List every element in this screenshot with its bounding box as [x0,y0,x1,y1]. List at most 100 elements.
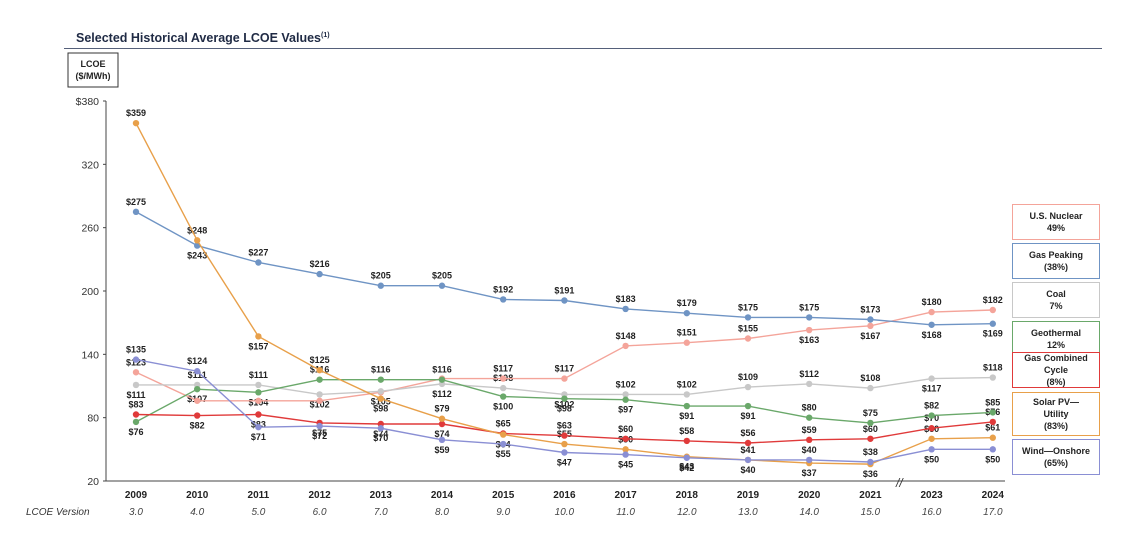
x-tick-label: 2014 [431,490,454,501]
data-point-solar-pv-utility [377,395,384,402]
data-label-coal: $102 [677,379,697,389]
data-point-coal [500,384,507,392]
data-label-wind-onshore: $42 [679,463,694,473]
data-label-u-s-nuclear: $167 [860,331,880,341]
data-point-solar-pv-utility [132,119,140,127]
data-label-wind-onshore: $72 [312,431,327,441]
legend-item-text: 12% [1046,340,1065,350]
data-point-gas-combined-cycle [744,439,752,447]
data-point-gas-peaking [316,270,323,278]
x-tick-label: 2015 [492,490,515,501]
data-label-solar-pv-utility: $37 [802,468,817,478]
legend-item: Coal 7% [1012,282,1100,318]
data-label-gas-peaking: $243 [187,251,207,261]
data-point-solar-pv-utility [255,333,262,340]
data-label-gas-peaking: $175 [799,302,819,312]
data-point-gas-peaking [622,305,629,313]
data-label-gas-combined-cycle: $75 [312,428,327,438]
y-tick-label: 260 [81,223,99,235]
data-label-solar-pv-utility: $43 [679,462,694,472]
data-label-u-s-nuclear: $180 [922,297,942,307]
data-point-u-s-nuclear [316,397,323,404]
y-axis-label-line2: ($/MWh) [76,71,111,81]
legend-item-text: Solar PV— [1032,397,1079,407]
data-point-u-s-nuclear [255,397,262,404]
lcoe-version-label: LCOE Version [26,507,90,518]
data-point-gas-peaking [132,208,140,216]
data-label-gas-combined-cycle: $60 [618,424,633,434]
data-label-coal: $111 [188,370,207,380]
data-point-coal [867,384,874,392]
data-label-wind-onshore: $45 [618,460,633,470]
data-label-solar-pv-utility: $36 [863,469,878,479]
x-tick-label: 2012 [308,490,331,501]
data-point-coal [255,381,262,389]
data-label-gas-peaking: $275 [126,197,146,207]
data-label-wind-onshore: $40 [802,445,817,455]
data-label-gas-peaking: $192 [493,284,513,294]
x-tick-label: 2011 [248,490,270,501]
x-tick-label: 2024 [982,490,1005,501]
data-label-geothermal: $82 [924,401,939,411]
data-point-wind-onshore [622,451,629,458]
version-label: 4.0 [190,507,204,518]
data-label-u-s-nuclear: $163 [799,335,819,345]
data-label-gas-peaking: $191 [554,286,574,296]
data-label-geothermal: $85 [985,397,1000,407]
x-tick-label: 2016 [553,490,576,501]
legend-item-text: Wind—Onshore [1022,446,1090,456]
data-point-u-s-nuclear [683,339,690,346]
data-label-gas-peaking: $205 [432,271,452,281]
data-point-solar-pv-utility [438,415,446,422]
x-tick-label: 2013 [370,490,393,501]
data-label-gas-combined-cycle: $65 [496,419,511,429]
data-point-gas-combined-cycle [867,435,874,442]
data-label-solar-pv-utility: $98 [373,404,388,414]
data-label-gas-combined-cycle: $74 [373,429,388,439]
data-point-gas-peaking [255,259,262,266]
data-point-solar-pv-utility [194,237,201,244]
data-label-gas-peaking: $173 [860,305,880,315]
data-point-wind-onshore [194,368,201,375]
data-point-wind-onshore [867,458,874,466]
data-point-gas-peaking [867,316,874,323]
data-point-gas-peaking [928,321,935,328]
data-point-wind-onshore [744,456,752,464]
data-label-wind-onshore: $70 [373,433,388,443]
data-point-u-s-nuclear [500,375,507,382]
legend-item: U.S. Nuclear 49% [1012,204,1100,240]
x-tick-label: 2010 [186,490,209,501]
version-label: 7.0 [374,507,388,518]
data-point-gas-peaking [683,309,690,317]
legend-item-text: (8%) [1046,377,1066,387]
data-point-wind-onshore [500,440,507,448]
data-point-gas-combined-cycle [928,425,935,432]
data-point-wind-onshore [561,449,568,456]
data-point-coal [744,383,752,391]
y-axis-label-box [67,52,119,88]
data-label-gas-peaking: $216 [310,259,330,269]
x-tick-label: 2021 [859,490,882,501]
data-point-coal [377,388,384,395]
data-point-coal [989,374,996,381]
y-tick-label: 20 [87,476,99,488]
data-point-u-s-nuclear [806,326,813,334]
data-point-solar-pv-utility [561,440,568,448]
version-label: 8.0 [435,507,449,518]
version-label: 6.0 [313,507,327,518]
data-point-wind-onshore [316,422,323,430]
data-label-wind-onshore: $71 [251,432,266,442]
data-label-coal: $112 [432,389,452,399]
data-label-gas-combined-cycle: $60 [863,424,878,434]
data-point-solar-pv-utility [989,434,996,441]
data-label-coal: $111 [249,370,268,380]
data-label-coal: $108 [860,373,880,383]
data-label-geothermal: $80 [802,403,817,413]
data-label-geothermal: $75 [863,408,878,418]
x-tick-label: 2023 [920,490,943,501]
data-label-wind-onshore: $124 [187,356,207,366]
data-point-geothermal [928,412,935,419]
data-point-gas-combined-cycle [194,412,201,419]
data-point-geothermal [806,414,813,421]
data-point-geothermal [194,385,201,393]
